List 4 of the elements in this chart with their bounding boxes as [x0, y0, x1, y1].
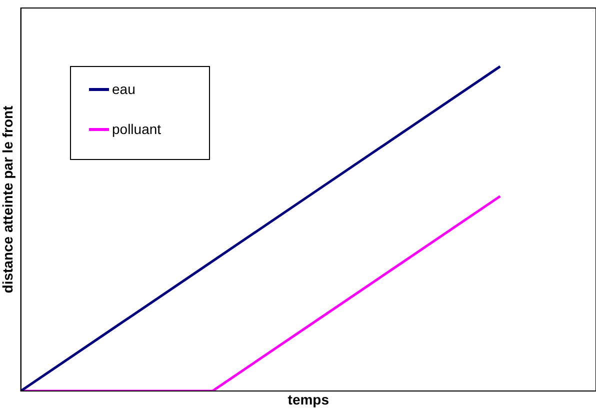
legend-label: polluant: [112, 121, 162, 137]
y-axis-title: distance atteinte par le front: [0, 105, 16, 294]
x-axis-title: temps: [288, 391, 330, 408]
legend-label: eau: [112, 81, 136, 97]
